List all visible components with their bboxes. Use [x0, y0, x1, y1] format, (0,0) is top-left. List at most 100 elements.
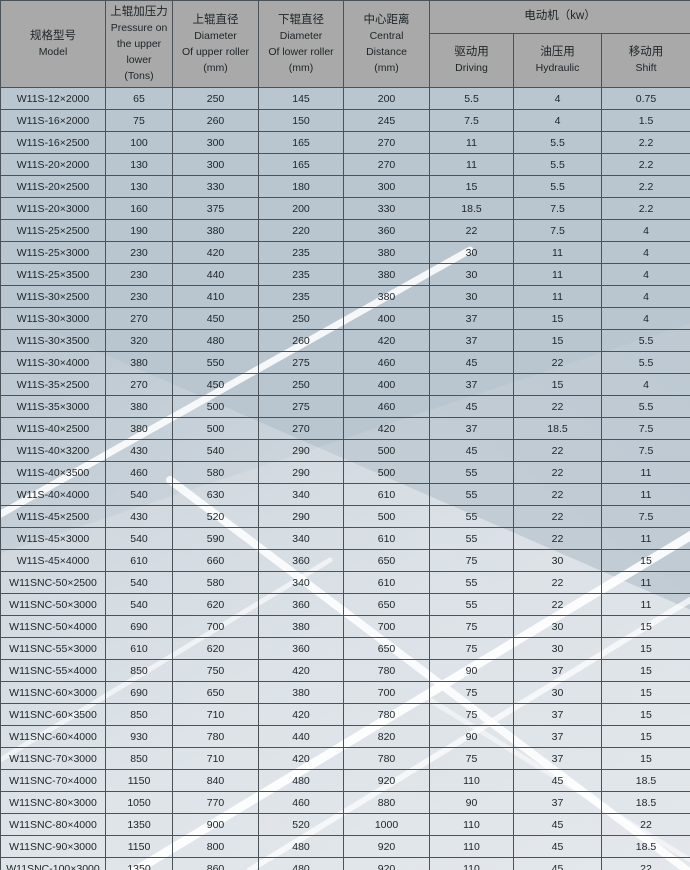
cell-hydraulic: 5.5 — [513, 175, 602, 199]
cell-pressure: 230 — [105, 285, 173, 309]
header-upper-en: Diameter — [194, 30, 237, 43]
header-pressure-en: Pressure on — [110, 22, 168, 35]
cell-upper: 650 — [172, 681, 259, 705]
cell-model: W11S-30×3000 — [0, 307, 106, 331]
cell-model: W11SNC-55×3000 — [0, 637, 106, 661]
table-row: W11S-25×2500 190 380 220 360 22 7.5 4 — [0, 219, 690, 243]
cell-lower: 150 — [258, 109, 344, 133]
cell-lower: 235 — [258, 241, 344, 265]
cell-central: 780 — [343, 747, 430, 771]
cell-driving: 37 — [429, 373, 514, 397]
cell-upper: 480 — [172, 329, 259, 353]
cell-shift: 15 — [600, 747, 690, 771]
cell-central: 460 — [343, 351, 430, 375]
cell-upper: 780 — [172, 725, 259, 749]
cell-shift: 18.5 — [600, 835, 690, 859]
cell-hydraulic: 45 — [513, 835, 602, 859]
cell-driving: 55 — [429, 461, 514, 485]
table-row: W11SNC-60×3000 690 650 380 700 75 30 15 — [0, 681, 690, 705]
table-row: W11SNC-55×4000 850 750 420 780 90 37 15 — [0, 659, 690, 683]
header-lower-en2: Of lower roller — [268, 45, 334, 58]
cell-model: W11SNC-100×3000 — [0, 857, 106, 870]
cell-shift: 1.5 — [600, 109, 690, 133]
cell-model: W11S-40×3200 — [0, 439, 106, 463]
cell-upper: 620 — [172, 593, 259, 617]
table-row: W11S-20×2500 130 330 180 300 15 5.5 2.2 — [0, 175, 690, 199]
cell-pressure: 230 — [105, 241, 173, 265]
cell-hydraulic: 30 — [513, 549, 602, 573]
cell-shift: 11 — [600, 461, 690, 485]
cell-pressure: 380 — [105, 395, 173, 419]
cell-central: 920 — [343, 857, 430, 870]
table-row: W11SNC-70×4000 1150 840 480 920 110 45 18.5 — [0, 769, 690, 793]
cell-driving: 90 — [429, 791, 514, 815]
cell-driving: 75 — [429, 681, 514, 705]
cell-hydraulic: 22 — [513, 527, 602, 551]
cell-model: W11S-30×3500 — [0, 329, 106, 353]
cell-upper: 840 — [172, 769, 259, 793]
cell-shift: 15 — [600, 703, 690, 727]
cell-lower: 165 — [258, 153, 344, 177]
header-motor-cn: 电动机（kw） — [524, 10, 596, 23]
cell-lower: 270 — [258, 417, 344, 441]
cell-lower: 340 — [258, 571, 344, 595]
cell-hydraulic: 15 — [513, 373, 602, 397]
cell-lower: 235 — [258, 263, 344, 287]
cell-hydraulic: 5.5 — [513, 131, 602, 155]
cell-driving: 37 — [429, 329, 514, 353]
cell-lower: 275 — [258, 395, 344, 419]
cell-upper: 420 — [172, 241, 259, 265]
cell-lower: 250 — [258, 307, 344, 331]
header-row-primary: 规格型号 Model 上辊加压力 Pressure on the upper l… — [0, 0, 690, 89]
cell-central: 360 — [343, 219, 430, 243]
cell-shift: 5.5 — [600, 351, 690, 375]
cell-lower: 380 — [258, 681, 344, 705]
cell-model: W11SNC-60×3500 — [0, 703, 106, 727]
cell-pressure: 1350 — [105, 813, 173, 837]
header-central-en: Central — [369, 30, 404, 43]
cell-driving: 22 — [429, 219, 514, 243]
cell-model: W11S-40×4000 — [0, 483, 106, 507]
header-central-unit: (mm) — [374, 61, 399, 74]
cell-pressure: 460 — [105, 461, 173, 485]
cell-pressure: 690 — [105, 615, 173, 639]
cell-driving: 110 — [429, 813, 514, 837]
cell-shift: 18.5 — [600, 791, 690, 815]
cell-shift: 4 — [600, 241, 690, 265]
cell-lower: 290 — [258, 461, 344, 485]
cell-lower: 480 — [258, 835, 344, 859]
cell-driving: 18.5 — [429, 197, 514, 221]
cell-central: 460 — [343, 395, 430, 419]
header-upper-en2: Of upper roller — [181, 45, 250, 58]
cell-hydraulic: 22 — [513, 483, 602, 507]
table-row: W11SNC-60×3500 850 710 420 780 75 37 15 — [0, 703, 690, 727]
header-pressure-unit: (Tons) — [124, 69, 154, 82]
cell-shift: 2.2 — [600, 153, 690, 177]
table-row: W11S-35×2500 270 450 250 400 37 15 4 — [0, 373, 690, 397]
cell-lower: 220 — [258, 219, 344, 243]
cell-pressure: 270 — [105, 373, 173, 397]
table-row: W11S-16×2000 75 260 150 245 7.5 4 1.5 — [0, 109, 690, 133]
cell-central: 380 — [343, 241, 430, 265]
cell-hydraulic: 11 — [513, 241, 602, 265]
cell-lower: 290 — [258, 505, 344, 529]
cell-model: W11S-35×3000 — [0, 395, 106, 419]
table-row: W11SNC-80×3000 1050 770 460 880 90 37 18.5 — [0, 791, 690, 815]
cell-hydraulic: 22 — [513, 571, 602, 595]
cell-lower: 360 — [258, 593, 344, 617]
header-shift-cn: 移动用 — [628, 46, 664, 59]
cell-pressure: 1050 — [105, 791, 173, 815]
cell-shift: 4 — [600, 307, 690, 331]
cell-hydraulic: 22 — [513, 395, 602, 419]
cell-central: 700 — [343, 681, 430, 705]
cell-model: W11SNC-90×3000 — [0, 835, 106, 859]
header-upper-roller: 上辊直径 Diameter Of upper roller (mm) — [172, 0, 259, 89]
cell-central: 500 — [343, 505, 430, 529]
cell-driving: 55 — [429, 527, 514, 551]
table-row: W11S-30×3000 270 450 250 400 37 15 4 — [0, 307, 690, 331]
cell-hydraulic: 4 — [513, 109, 602, 133]
table-row: W11SNC-55×3000 610 620 360 650 75 30 15 — [0, 637, 690, 661]
cell-central: 420 — [343, 329, 430, 353]
cell-hydraulic: 11 — [513, 263, 602, 287]
